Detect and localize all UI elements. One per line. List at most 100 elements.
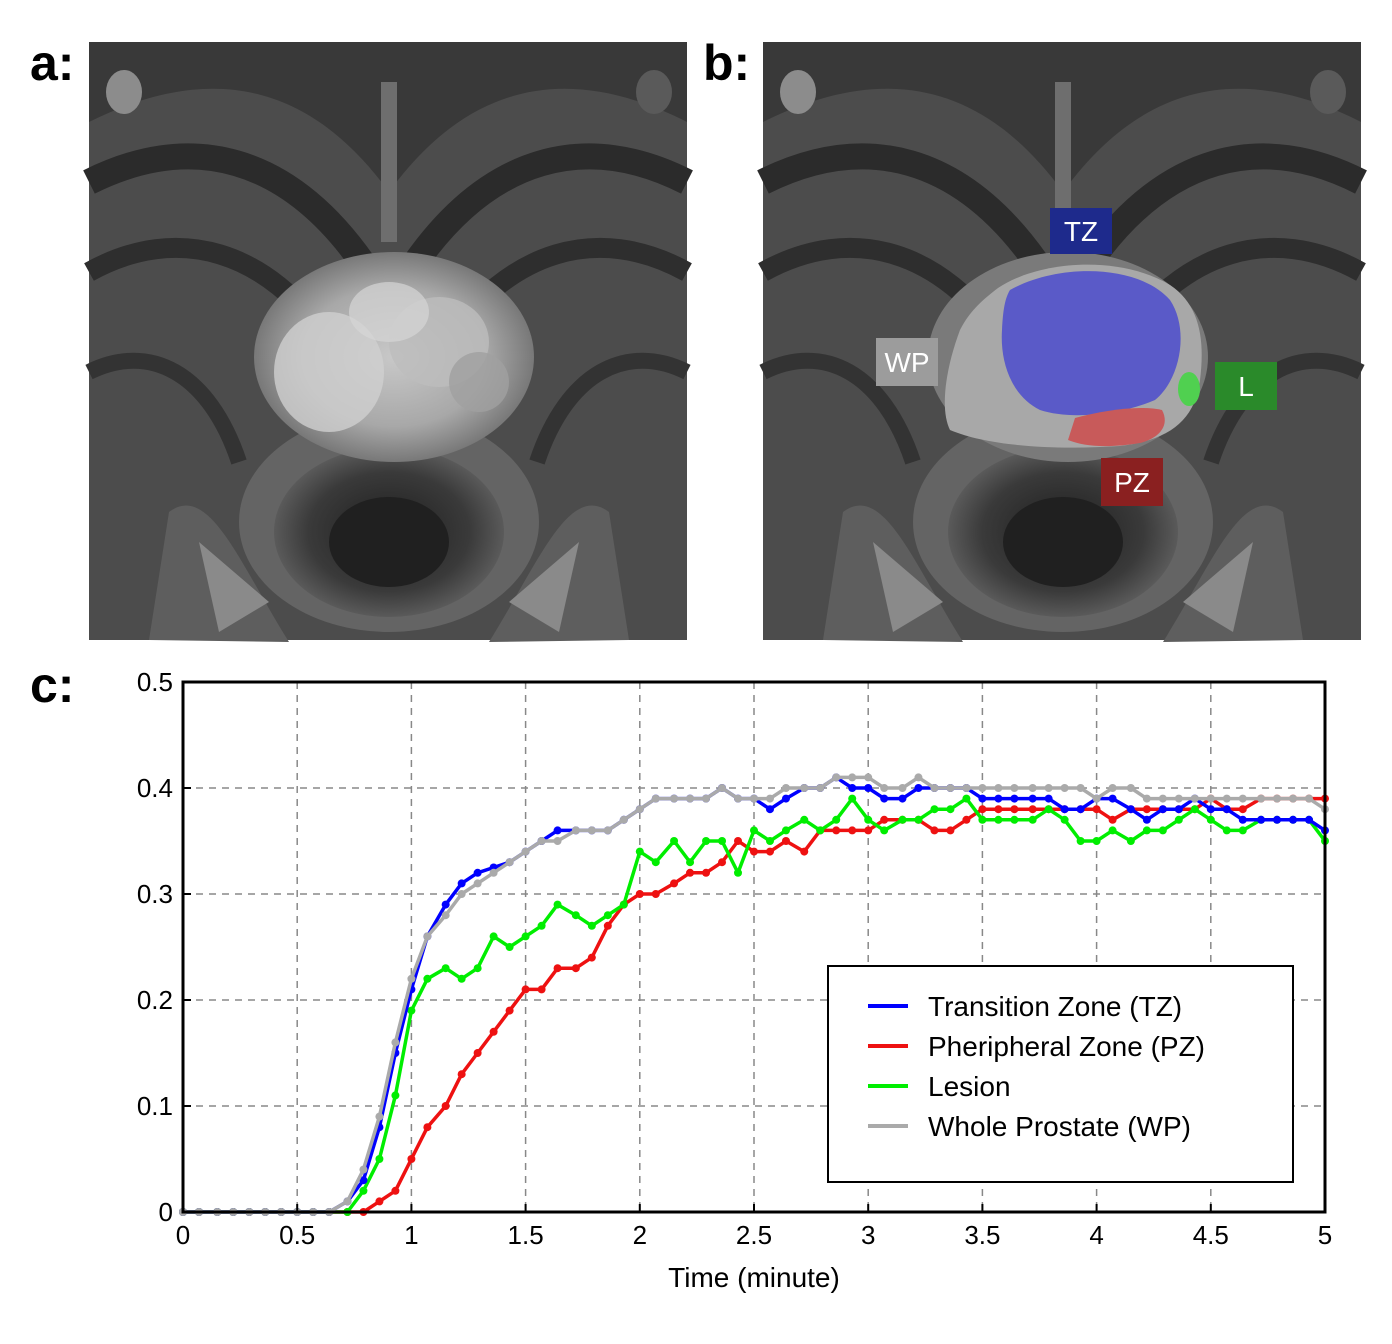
panel-c-label: c: bbox=[30, 657, 74, 713]
data-point bbox=[441, 911, 450, 920]
data-point bbox=[1305, 815, 1314, 824]
data-point bbox=[489, 1027, 498, 1036]
panel-b-label: b: bbox=[703, 35, 750, 91]
data-point bbox=[864, 773, 873, 782]
x-tick-label: 3 bbox=[861, 1220, 875, 1250]
data-point bbox=[1044, 794, 1053, 803]
data-point bbox=[864, 784, 873, 792]
data-point bbox=[670, 837, 679, 845]
data-point bbox=[1060, 805, 1069, 814]
data-point bbox=[1010, 794, 1019, 803]
data-point bbox=[1108, 784, 1117, 792]
data-point bbox=[1028, 794, 1037, 803]
data-point bbox=[571, 911, 580, 920]
region-label-l: L bbox=[1215, 362, 1277, 410]
data-point bbox=[1174, 805, 1183, 814]
data-point bbox=[1142, 794, 1151, 803]
legend-label: Whole Prostate (WP) bbox=[928, 1111, 1191, 1142]
data-point bbox=[423, 1123, 432, 1132]
data-point bbox=[848, 794, 857, 803]
data-point bbox=[603, 921, 612, 930]
data-point bbox=[816, 784, 825, 792]
data-point bbox=[702, 837, 711, 845]
data-point bbox=[473, 879, 482, 888]
data-point bbox=[1174, 815, 1183, 824]
y-tick-label: 0.2 bbox=[137, 985, 173, 1015]
data-point bbox=[391, 1091, 400, 1100]
region-label-l-text: L bbox=[1238, 371, 1254, 402]
data-point bbox=[635, 847, 644, 856]
data-point bbox=[343, 1197, 352, 1206]
data-point bbox=[619, 900, 628, 909]
data-point bbox=[800, 784, 809, 792]
data-point bbox=[962, 784, 971, 792]
legend-entry: Pheripheral Zone (PZ) bbox=[868, 1031, 1205, 1062]
data-point bbox=[1238, 805, 1247, 814]
data-point bbox=[978, 815, 987, 824]
data-point bbox=[553, 837, 562, 845]
data-point bbox=[587, 826, 596, 835]
data-point bbox=[734, 868, 743, 877]
data-point bbox=[946, 784, 955, 792]
data-point bbox=[832, 773, 841, 782]
legend-label: Lesion bbox=[928, 1071, 1011, 1102]
series-lesion bbox=[179, 794, 1329, 1216]
data-point bbox=[587, 921, 596, 930]
data-point bbox=[407, 1006, 416, 1015]
data-point bbox=[765, 794, 774, 803]
peripheral-zone-region bbox=[1068, 407, 1165, 447]
data-point bbox=[832, 815, 841, 824]
data-point bbox=[1273, 794, 1282, 803]
data-point bbox=[1190, 805, 1199, 814]
data-point bbox=[686, 868, 695, 877]
data-point bbox=[914, 815, 923, 824]
data-point bbox=[898, 815, 907, 824]
data-point bbox=[441, 1102, 450, 1110]
data-point bbox=[880, 815, 889, 824]
data-point bbox=[930, 826, 939, 835]
x-tick-label: 4.5 bbox=[1193, 1220, 1229, 1250]
data-point bbox=[832, 826, 841, 835]
data-point bbox=[1289, 815, 1298, 824]
data-point bbox=[1222, 826, 1231, 835]
data-point bbox=[718, 784, 727, 792]
data-point bbox=[765, 805, 774, 814]
data-point bbox=[391, 1038, 400, 1047]
data-point bbox=[994, 794, 1003, 803]
data-point bbox=[651, 890, 660, 898]
data-point bbox=[670, 794, 679, 803]
data-point bbox=[781, 794, 790, 803]
data-point bbox=[603, 911, 612, 920]
data-point bbox=[457, 890, 466, 898]
data-point bbox=[1238, 815, 1247, 824]
data-point bbox=[750, 847, 758, 856]
data-point bbox=[946, 805, 955, 814]
data-point bbox=[750, 794, 758, 803]
region-label-wp-text: WP bbox=[884, 347, 929, 378]
x-axis-title: Time (minute) bbox=[668, 1262, 840, 1293]
region-label-l-box bbox=[1215, 362, 1277, 410]
data-point bbox=[1028, 784, 1037, 792]
data-point bbox=[994, 784, 1003, 792]
region-label-pz-text: PZ bbox=[1114, 467, 1150, 498]
data-point bbox=[914, 773, 923, 782]
y-tick-label: 0.3 bbox=[137, 879, 173, 909]
data-point bbox=[848, 784, 857, 792]
data-point bbox=[1126, 784, 1135, 792]
data-point bbox=[1010, 815, 1019, 824]
region-label-tz: TZ bbox=[1050, 208, 1112, 254]
data-point bbox=[489, 932, 498, 941]
data-point bbox=[898, 784, 907, 792]
data-point bbox=[1206, 805, 1215, 814]
data-point bbox=[880, 784, 889, 792]
data-point bbox=[457, 1070, 466, 1079]
data-point bbox=[1174, 794, 1183, 803]
data-point bbox=[457, 879, 466, 888]
data-point bbox=[1273, 815, 1282, 824]
data-point bbox=[765, 837, 774, 845]
legend-label: Transition Zone (TZ) bbox=[928, 991, 1182, 1022]
data-point bbox=[635, 890, 644, 898]
data-point bbox=[1010, 784, 1019, 792]
data-point bbox=[359, 1165, 368, 1174]
